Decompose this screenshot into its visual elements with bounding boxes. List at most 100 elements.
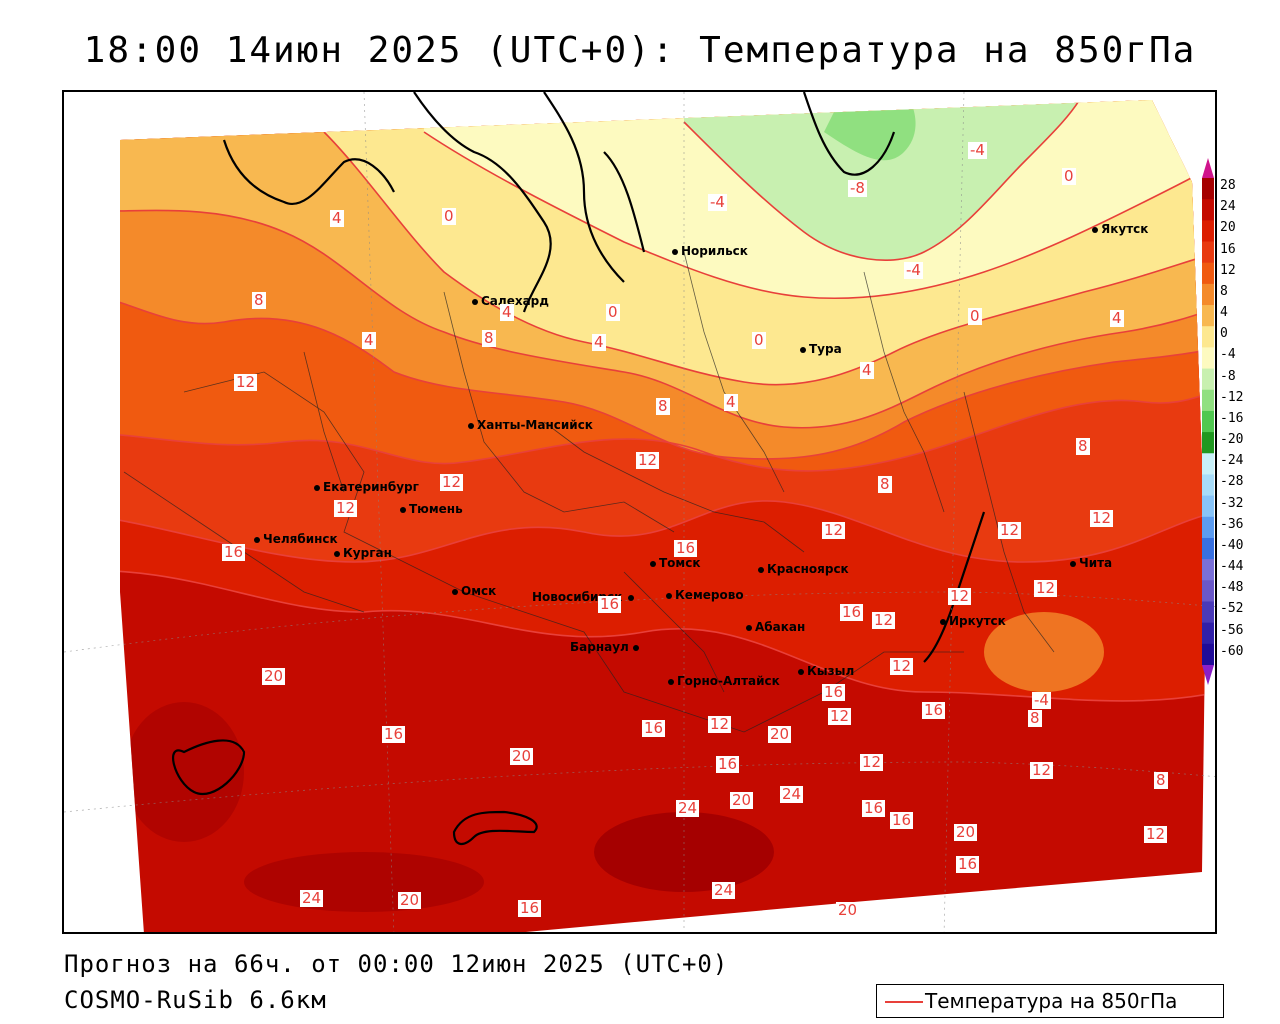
scale-tick-label: -60 xyxy=(1220,643,1244,659)
city-dot-icon xyxy=(334,550,340,557)
isotherm-label: 20 xyxy=(730,791,754,809)
city-omsk: Омск xyxy=(452,584,496,598)
scale-swatch xyxy=(1202,283,1214,306)
isotherm-label: 0 xyxy=(606,303,620,321)
isotherm-label: 20 xyxy=(262,667,286,685)
scale-swatch xyxy=(1202,368,1214,391)
city-yakutsk: Якутск xyxy=(1092,222,1148,236)
city-dot-icon xyxy=(632,644,639,651)
isotherm-label: 8 xyxy=(878,475,892,493)
isotherm-label: 4 xyxy=(1110,309,1124,327)
isotherm-label: 16 xyxy=(382,725,406,743)
scale-swatch xyxy=(1202,241,1214,264)
city-tura: Тура xyxy=(800,342,842,356)
temperature-field xyxy=(120,100,1206,932)
scale-swatch xyxy=(1202,516,1214,539)
isotherm-label: -4 xyxy=(904,261,923,279)
city-salekhard: Салехард xyxy=(472,294,549,308)
scale-swatch xyxy=(1202,643,1214,666)
city-dot-icon xyxy=(628,594,635,601)
isotherm-label: 12 xyxy=(872,611,896,629)
scale-tick-label: 4 xyxy=(1220,305,1228,321)
scale-tick-label: -56 xyxy=(1220,622,1244,638)
scale-tick-label: -52 xyxy=(1220,601,1244,617)
isotherm-label: 4 xyxy=(500,303,514,321)
city-chita: Чита xyxy=(1070,556,1112,570)
isotherm-label: 0 xyxy=(442,207,456,225)
city-dot-icon xyxy=(1092,226,1098,233)
scale-tick-label: -4 xyxy=(1220,347,1236,363)
isotherm-label: 4 xyxy=(860,361,874,379)
scale-tick-label: 16 xyxy=(1220,241,1236,257)
color-scale-bar xyxy=(1202,158,1214,685)
city-krasnoyarsk: Красноярск xyxy=(758,562,849,576)
coastlines xyxy=(172,92,986,845)
city-norilsk: Норильск xyxy=(672,244,748,258)
isotherm-label: 16 xyxy=(890,811,914,829)
scale-swatch xyxy=(1202,326,1214,348)
isotherm-label: 8 xyxy=(482,329,496,347)
isotherm-label: 16 xyxy=(642,719,666,737)
scale-swatch xyxy=(1202,347,1214,370)
isotherm-label: -4 xyxy=(708,193,727,211)
isotherm-label: 8 xyxy=(1154,771,1168,789)
scale-tick-label: -28 xyxy=(1220,474,1244,490)
chart-title: 18:00 14июн 2025 (UTC+0): Температура на… xyxy=(83,30,1197,71)
isotherm-label: 20 xyxy=(836,901,860,919)
city-dot-icon xyxy=(746,624,752,631)
isotherm-label: 4 xyxy=(330,209,344,227)
scale-swatch xyxy=(1202,262,1214,285)
scale-tick-label: 12 xyxy=(1220,262,1236,278)
city-dot-icon xyxy=(1070,560,1076,567)
isotherm-label: 16 xyxy=(222,543,246,561)
city-dot-icon xyxy=(940,618,946,625)
scale-swatch xyxy=(1202,305,1214,327)
isotherm-label: 16 xyxy=(822,683,846,701)
isotherm-label: 8 xyxy=(656,397,670,415)
isotherm-label: 16 xyxy=(922,701,946,719)
isotherm-label: 20 xyxy=(768,725,792,743)
isotherm-label: -8 xyxy=(848,179,867,197)
isotherm-label: 0 xyxy=(1062,167,1076,185)
scale-tick-label: -48 xyxy=(1220,580,1244,596)
isotherm-label: 16 xyxy=(518,899,542,917)
isotherm-label: 12 xyxy=(828,707,852,725)
scale-top-arrow-icon xyxy=(1202,158,1214,178)
legend-label: Температура на 850гПа xyxy=(925,989,1178,1013)
city-yekaterinburg: Екатеринбург xyxy=(314,480,419,494)
isotherm-label: 12 xyxy=(334,499,358,517)
scale-tick-label: -24 xyxy=(1220,453,1244,469)
city-dot-icon xyxy=(650,560,656,567)
isotherm-label: 16 xyxy=(674,539,698,557)
isotherm-label: 12 xyxy=(440,473,464,491)
isotherm-label: 24 xyxy=(676,799,700,817)
city-dot-icon xyxy=(758,566,764,573)
isotherm-label: 12 xyxy=(822,521,846,539)
forecast-info: Прогноз на 66ч. от 00:00 12июн 2025 (UTC… xyxy=(64,950,729,978)
scale-tick-label: -12 xyxy=(1220,389,1244,405)
scale-swatch xyxy=(1202,389,1214,412)
isotherm-label: 16 xyxy=(840,603,864,621)
isotherm-label: 24 xyxy=(780,785,804,803)
isotherm-label: 4 xyxy=(592,333,606,351)
scale-tick-label: -36 xyxy=(1220,516,1244,532)
scale-tick-label: -44 xyxy=(1220,559,1244,575)
isotherm-label: 12 xyxy=(234,373,258,391)
scale-tick-label: 24 xyxy=(1220,199,1236,215)
scale-swatch xyxy=(1202,580,1214,602)
isotherm-label: 8 xyxy=(1028,709,1042,727)
isotherm-label: 12 xyxy=(860,753,884,771)
isotherm-label: 20 xyxy=(510,747,534,765)
scale-bottom-arrow-icon xyxy=(1202,665,1214,685)
isotherm-label: 8 xyxy=(1076,437,1090,455)
city-barnaul: Барнаул xyxy=(570,640,642,654)
isotherm-label: 12 xyxy=(1030,761,1054,779)
isotherm-label: -4 xyxy=(968,141,987,159)
model-info: COSMO-RuSib 6.6км xyxy=(64,986,327,1014)
scale-tick-label: 8 xyxy=(1220,283,1228,299)
scale-tick-label: -8 xyxy=(1220,368,1236,384)
graticule xyxy=(64,92,1215,932)
city-irkutsk: Иркутск xyxy=(940,614,1006,628)
isotherm-label: 12 xyxy=(708,715,732,733)
isotherm-label: 4 xyxy=(724,393,738,411)
